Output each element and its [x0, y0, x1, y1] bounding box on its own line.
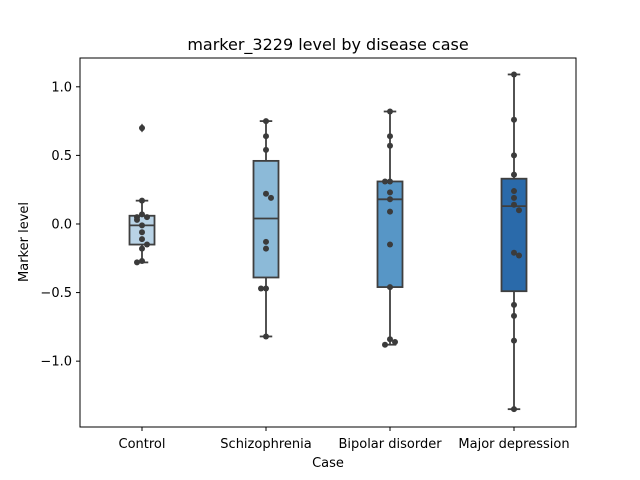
y-tick-label: −0.5: [40, 286, 72, 301]
data-point: [511, 249, 517, 256]
data-point: [387, 196, 393, 203]
data-point: [511, 301, 517, 308]
data-point: [511, 406, 517, 413]
y-axis-title: Marker level: [17, 202, 32, 282]
swarm-points: [382, 108, 398, 348]
y-axis: −1.0 −0.5 0.0 0.5 1.0: [40, 80, 80, 370]
data-point: [387, 241, 393, 248]
data-point: [268, 194, 274, 201]
data-point: [387, 284, 393, 291]
data-point: [139, 236, 145, 243]
data-point: [263, 245, 269, 252]
swarm-points: [511, 71, 522, 413]
data-point: [139, 229, 145, 236]
data-point: [511, 171, 517, 178]
x-axis-title: Case: [312, 456, 344, 471]
data-point: [134, 216, 140, 223]
data-point: [387, 133, 393, 140]
swarm-points: [258, 118, 274, 340]
data-point: [387, 189, 393, 196]
data-point: [511, 188, 517, 195]
data-point: [139, 258, 145, 265]
data-point: [139, 222, 145, 229]
data-point: [144, 241, 150, 248]
x-tick-label: Control: [119, 437, 166, 452]
data-point: [516, 207, 522, 214]
data-point: [387, 108, 393, 115]
data-point: [511, 71, 517, 78]
x-tick-label: Major depression: [458, 437, 569, 452]
y-tick-label: −1.0: [40, 355, 72, 370]
data-point: [511, 116, 517, 123]
box-group: [500, 73, 528, 411]
data-point: [263, 118, 269, 125]
data-point: [144, 214, 150, 221]
swarm-points: [134, 124, 150, 266]
x-tick-label: Schizophrenia: [220, 437, 311, 452]
data-point: [139, 124, 145, 131]
data-point: [258, 285, 264, 292]
data-point: [516, 252, 522, 259]
data-point: [382, 178, 388, 185]
data-point: [387, 178, 393, 185]
data-point: [511, 337, 517, 344]
data-point: [387, 208, 393, 215]
data-point: [263, 190, 269, 197]
data-point: [263, 146, 269, 153]
box-group: [252, 120, 280, 338]
data-point: [511, 194, 517, 201]
data-point: [511, 312, 517, 319]
data-point: [382, 341, 388, 348]
x-axis: Control Schizophrenia Bipolar disorder Majo…: [119, 427, 570, 452]
y-tick-label: 0.0: [51, 217, 72, 232]
data-point: [263, 133, 269, 140]
data-point: [263, 333, 269, 340]
data-point: [134, 259, 140, 266]
y-tick-label: 0.5: [51, 149, 72, 164]
data-point: [387, 336, 393, 343]
data-point: [511, 152, 517, 159]
data-point: [263, 285, 269, 292]
data-point: [139, 211, 145, 218]
y-tick-label: 1.0: [51, 80, 72, 95]
data-point: [139, 245, 145, 252]
data-point: [139, 197, 145, 204]
x-tick-label: Bipolar disorder: [338, 437, 442, 452]
plot-area: [128, 71, 528, 413]
chart-title: marker_3229 level by disease case: [187, 35, 468, 55]
plot-frame: [79, 57, 577, 428]
data-point: [511, 201, 517, 208]
data-point: [392, 338, 398, 345]
data-point: [387, 142, 393, 149]
data-point: [263, 238, 269, 245]
